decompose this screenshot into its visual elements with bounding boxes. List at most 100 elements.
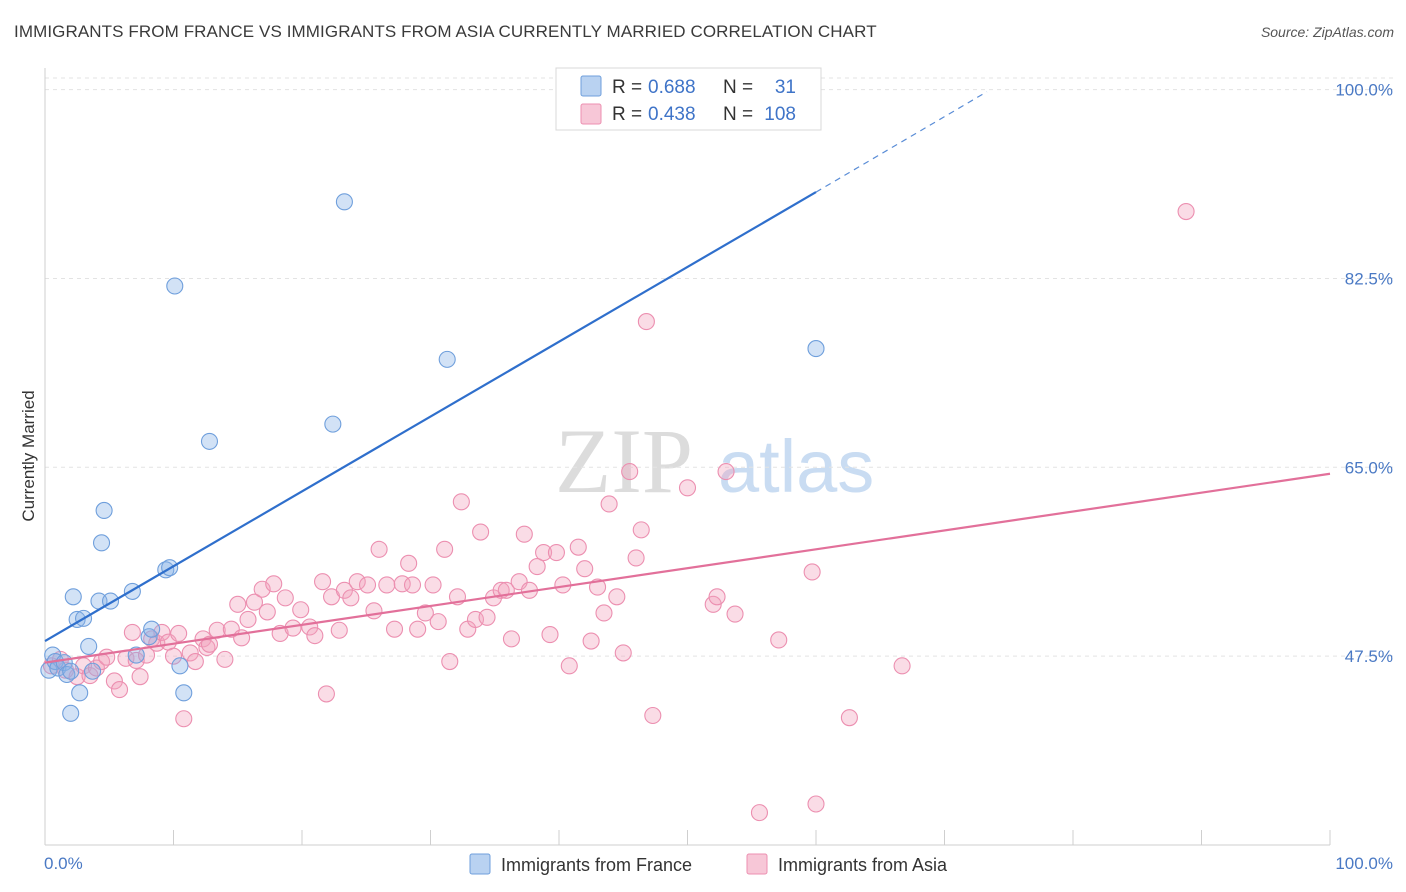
asia-point [229, 595, 247, 613]
asia-point [803, 563, 821, 581]
asia-point [541, 626, 559, 644]
trend-line-france-extension [815, 91, 988, 193]
france-point [200, 432, 219, 450]
asia-point [186, 652, 204, 671]
asia-point [608, 588, 626, 606]
asia-point [378, 576, 396, 594]
france-point [335, 193, 353, 211]
asia-point [239, 610, 257, 629]
asia-point [547, 543, 565, 562]
watermark: ZIP atlas [555, 410, 874, 512]
asia-point [840, 709, 858, 727]
asia-point [582, 632, 600, 650]
france-point [166, 277, 184, 295]
asia-point [472, 523, 490, 541]
asia-point [105, 672, 123, 690]
x-tick-label-min: 0.0% [44, 854, 83, 873]
asia-point [478, 608, 496, 626]
france-point [62, 662, 80, 680]
chart-title: IMMIGRANTS FROM FRANCE VS IMMIGRANTS FRO… [14, 22, 877, 41]
asia-point [276, 589, 294, 607]
france-point [438, 350, 456, 368]
asia-point [637, 313, 655, 331]
asia-point [175, 710, 193, 728]
gridlines [45, 77, 1395, 657]
asia-point [429, 613, 447, 631]
legend-r-label-france: R = [612, 77, 642, 98]
france-point [324, 415, 342, 433]
asia-point [515, 525, 533, 543]
asia-point [164, 647, 183, 665]
asia-point [342, 589, 360, 607]
asia-point [644, 706, 662, 725]
asia-point [317, 685, 335, 703]
asia-point [127, 651, 145, 670]
trend-lines [44, 91, 1331, 664]
asia-point [385, 620, 404, 638]
asia-point [807, 795, 825, 813]
bottom-legend-label-asia: Immigrants from Asia [778, 855, 948, 875]
legend-swatch-asia [580, 103, 602, 125]
legend-n-label-france: N = [723, 77, 753, 98]
trend-line-asia [44, 472, 1331, 664]
asia-point [216, 650, 234, 668]
y-tick-label: 100.0% [1335, 81, 1393, 100]
asia-point [678, 479, 697, 497]
asia-point [627, 549, 645, 567]
asia-point [265, 575, 283, 593]
asia-point [600, 495, 618, 513]
asia-point [424, 576, 442, 594]
y-tick-labels: 47.5% 65.0% 82.5% 100.0% [1335, 81, 1393, 667]
asia-point [170, 624, 188, 643]
series-asia-points [42, 202, 1195, 822]
bottom-legend-swatch-asia [746, 853, 768, 875]
legend-n-value-asia: 108 [764, 104, 796, 125]
y-tick-label: 47.5% [1345, 647, 1393, 666]
asia-point [621, 463, 639, 481]
asia-point [409, 620, 427, 638]
asia-point [348, 573, 366, 591]
asia-point [535, 543, 553, 562]
legend-n-label-asia: N = [723, 104, 753, 125]
asia-point [770, 631, 788, 649]
x-ticks [44, 830, 1331, 845]
watermark-atlas: atlas [718, 425, 874, 508]
asia-point [358, 576, 377, 594]
france-point [127, 646, 145, 664]
asia-point [893, 657, 911, 675]
legend-r-label-asia: R = [612, 104, 642, 125]
asia-point [258, 603, 276, 621]
y-tick-label: 82.5% [1345, 269, 1393, 288]
france-point [92, 534, 111, 552]
asia-point [569, 538, 587, 556]
asia-point [750, 804, 769, 822]
asia-point [200, 635, 219, 653]
asia-point [153, 623, 171, 641]
asia-point [370, 540, 388, 558]
france-point [175, 684, 193, 702]
asia-point [416, 604, 434, 622]
asia-point [436, 540, 454, 558]
asia-point [131, 668, 149, 686]
asia-point [726, 605, 744, 623]
france-point [171, 657, 189, 675]
bottom-legend-label-france: Immigrants from France [501, 855, 692, 875]
asia-point [708, 588, 726, 606]
france-point [64, 588, 82, 606]
asia-point [123, 623, 141, 641]
asia-point [365, 602, 383, 620]
asia-point [314, 573, 332, 591]
france-point [80, 637, 98, 655]
y-tick-label: 65.0% [1345, 458, 1393, 477]
legend-r-value-france: 0.688 [648, 77, 696, 98]
watermark-zip: ZIP [555, 410, 693, 512]
legend-r-value-asia: 0.438 [648, 104, 696, 125]
asia-point [110, 681, 129, 699]
asia-point [452, 493, 470, 511]
asia-point [292, 601, 310, 619]
asia-point [614, 644, 632, 662]
france-point [71, 684, 89, 702]
france-point [807, 340, 825, 358]
bottom-legend-swatch-france [469, 853, 491, 875]
